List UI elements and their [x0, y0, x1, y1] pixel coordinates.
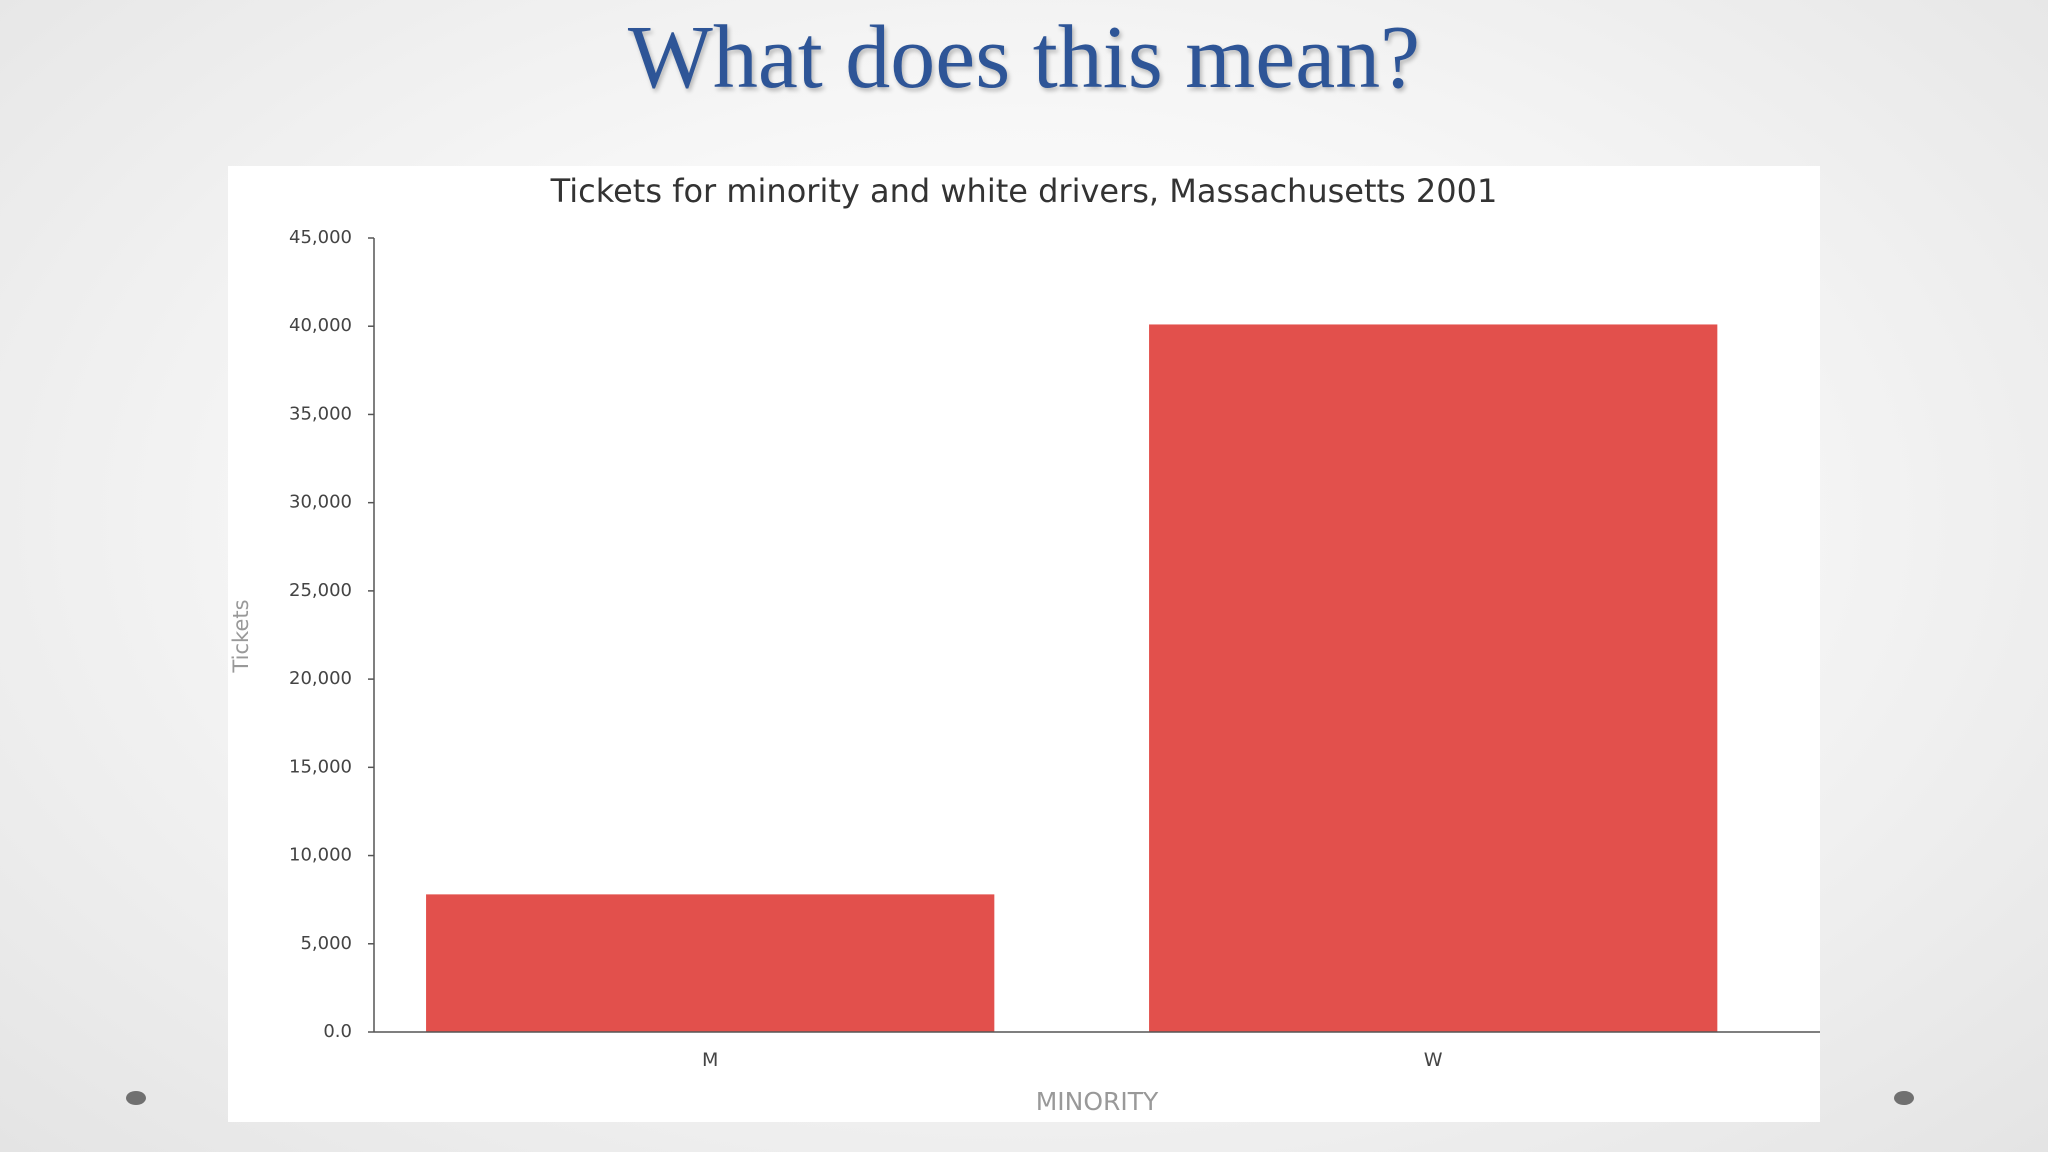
bar-chart: Tickets for minority and white drivers, …	[229, 172, 1820, 1116]
chart-panel: Tickets for minority and white drivers, …	[228, 166, 1820, 1122]
y-axis-label: Tickets	[229, 599, 253, 673]
y-tick-label: 40,000	[289, 315, 352, 336]
x-tick-label: W	[1424, 1049, 1443, 1071]
y-tick-label: 0.0	[323, 1021, 352, 1042]
y-tick-label: 35,000	[289, 403, 352, 424]
y-tick-label: 5,000	[300, 933, 352, 954]
left-bullet-dot	[126, 1091, 146, 1105]
bar-w	[1149, 324, 1718, 1032]
y-tick-label: 20,000	[289, 668, 352, 689]
right-bullet-dot	[1894, 1091, 1914, 1105]
y-tick-label: 15,000	[289, 756, 352, 777]
y-tick-label: 30,000	[289, 492, 352, 513]
slide-title: What does this mean?	[627, 8, 1421, 107]
bars	[426, 324, 1718, 1032]
y-axis-ticks: 0.0 5,000 10,000 15,000 20,000 25,000 30,000 35…	[289, 227, 374, 1042]
y-tick-label: 10,000	[289, 845, 352, 866]
x-axis-label: MINORITY	[1036, 1087, 1159, 1116]
y-tick-label: 25,000	[289, 580, 352, 601]
y-tick-label: 45,000	[289, 227, 352, 248]
chart-title: Tickets for minority and white drivers, …	[550, 172, 1498, 210]
bar-m	[426, 894, 995, 1032]
x-tick-label: M	[702, 1049, 718, 1071]
